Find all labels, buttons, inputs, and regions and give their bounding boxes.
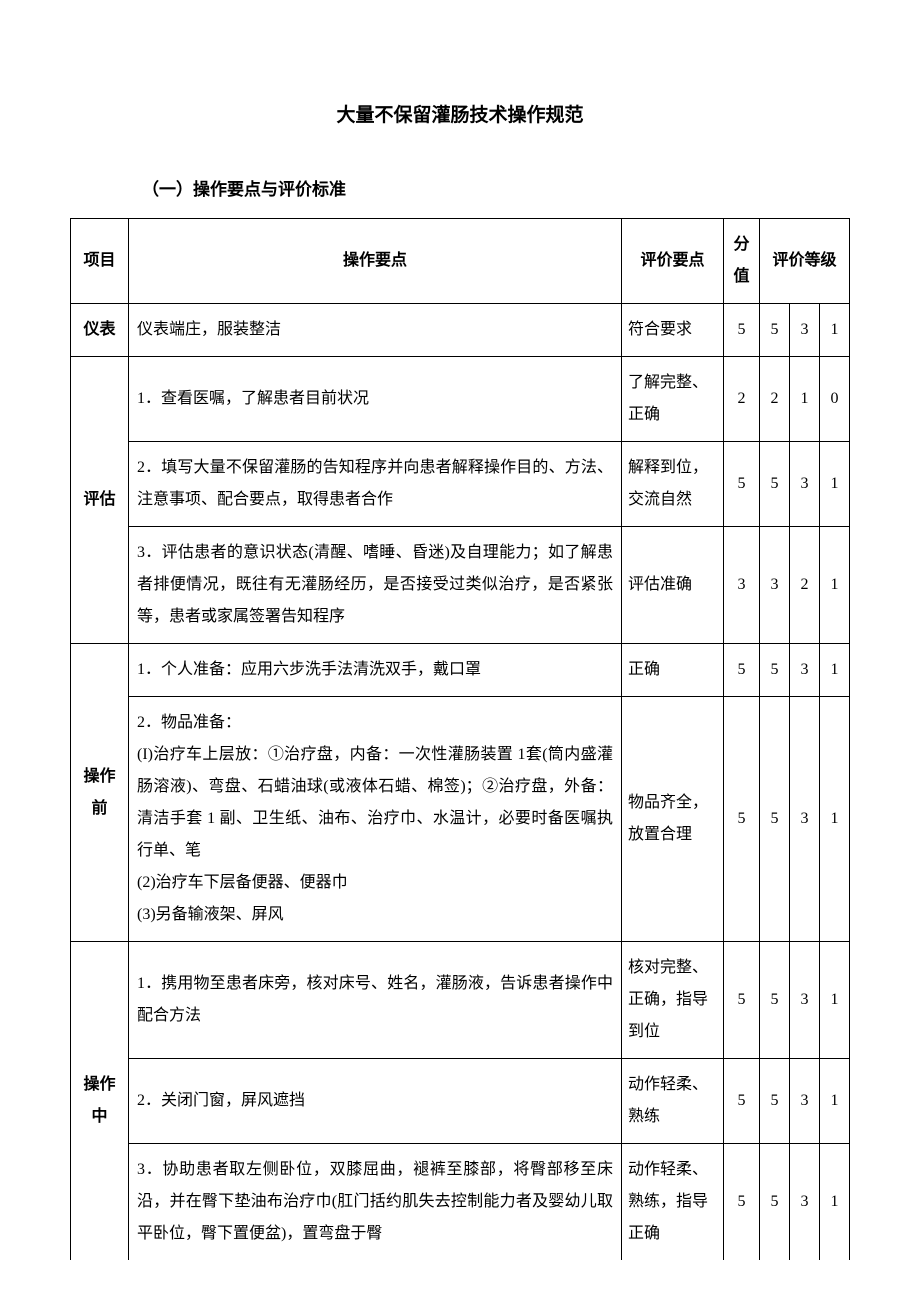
grade-cell: 1	[820, 1059, 850, 1144]
grade-cell: 2	[790, 527, 820, 644]
table-row: 3．协助患者取左侧卧位，双膝屈曲，褪裤至膝部，将臀部移至床沿，并在臀下垫油布治疗…	[71, 1144, 850, 1261]
table-row: 评估 1．查看医嘱，了解患者目前状况 了解完整、正确 2 2 1 0	[71, 357, 850, 442]
eval-cell: 了解完整、正确	[622, 357, 724, 442]
grade-cell: 3	[790, 1144, 820, 1261]
score-cell: 5	[724, 1144, 760, 1261]
header-score: 分值	[724, 219, 760, 304]
grade-cell: 5	[760, 942, 790, 1059]
operation-cell: 3．协助患者取左侧卧位，双膝屈曲，褪裤至膝部，将臀部移至床沿，并在臀下垫油布治疗…	[129, 1144, 622, 1261]
eval-cell: 动作轻柔、熟练，指导正确	[622, 1144, 724, 1261]
grade-cell: 3	[790, 697, 820, 942]
score-cell: 2	[724, 357, 760, 442]
eval-cell: 动作轻柔、熟练	[622, 1059, 724, 1144]
document-title: 大量不保留灌肠技术操作规范	[70, 100, 850, 127]
grade-cell: 1	[820, 442, 850, 527]
table-row: 操作中 1．携用物至患者床旁，核对床号、姓名，灌肠液，告诉患者操作中配合方法 核…	[71, 942, 850, 1059]
grade-cell: 5	[760, 1144, 790, 1261]
eval-cell: 正确	[622, 644, 724, 697]
eval-cell: 物品齐全，放置合理	[622, 697, 724, 942]
table-row: 2．物品准备： (I)治疗车上层放：①治疗盘，内备：一次性灌肠装置 1套(筒内盛…	[71, 697, 850, 942]
operation-cell: 仪表端庄，服装整洁	[129, 304, 622, 357]
header-eval-points: 评价要点	[622, 219, 724, 304]
grade-cell: 1	[820, 1144, 850, 1261]
score-cell: 5	[724, 1059, 760, 1144]
section-subtitle: （一）操作要点与评价标准	[142, 175, 850, 200]
header-operation-points: 操作要点	[129, 219, 622, 304]
operation-cell: 2．物品准备： (I)治疗车上层放：①治疗盘，内备：一次性灌肠装置 1套(筒内盛…	[129, 697, 622, 942]
grade-cell: 3	[790, 942, 820, 1059]
grade-cell: 0	[820, 357, 850, 442]
grade-cell: 5	[760, 697, 790, 942]
project-cell-assessment: 评估	[71, 357, 129, 644]
grade-cell: 3	[790, 442, 820, 527]
grade-cell: 1	[820, 527, 850, 644]
operation-cell: 1．携用物至患者床旁，核对床号、姓名，灌肠液，告诉患者操作中配合方法	[129, 942, 622, 1059]
project-cell-during: 操作中	[71, 942, 129, 1261]
operation-cell: 2．填写大量不保留灌肠的告知程序并向患者解释操作目的、方法、注意事项、配合要点，…	[129, 442, 622, 527]
header-project: 项目	[71, 219, 129, 304]
grade-cell: 5	[760, 442, 790, 527]
operation-cell: 1．查看医嘱，了解患者目前状况	[129, 357, 622, 442]
grade-cell: 5	[760, 644, 790, 697]
operation-cell: 1．个人准备：应用六步洗手法清洗双手，戴口罩	[129, 644, 622, 697]
grade-cell: 1	[820, 697, 850, 942]
table-row: 3．评估患者的意识状态(清醒、嗜睡、昏迷)及自理能力；如了解患者排便情况，既往有…	[71, 527, 850, 644]
table-row: 2．填写大量不保留灌肠的告知程序并向患者解释操作目的、方法、注意事项、配合要点，…	[71, 442, 850, 527]
project-cell-appearance: 仪表	[71, 304, 129, 357]
grade-cell: 2	[760, 357, 790, 442]
score-cell: 3	[724, 527, 760, 644]
operation-cell: 2．关闭门窗，屏风遮挡	[129, 1059, 622, 1144]
grade-cell: 3	[790, 1059, 820, 1144]
score-cell: 5	[724, 304, 760, 357]
grade-cell: 1	[820, 644, 850, 697]
eval-cell: 符合要求	[622, 304, 724, 357]
grade-cell: 1	[790, 357, 820, 442]
table-row: 操作前 1．个人准备：应用六步洗手法清洗双手，戴口罩 正确 5 5 3 1	[71, 644, 850, 697]
table-header-row: 项目 操作要点 评价要点 分值 评价等级	[71, 219, 850, 304]
grade-cell: 5	[760, 1059, 790, 1144]
eval-cell: 评估准确	[622, 527, 724, 644]
eval-cell: 核对完整、正确，指导到位	[622, 942, 724, 1059]
score-cell: 5	[724, 697, 760, 942]
grade-cell: 3	[790, 304, 820, 357]
eval-cell: 解释到位，交流自然	[622, 442, 724, 527]
grade-cell: 1	[820, 942, 850, 1059]
table-row: 2．关闭门窗，屏风遮挡 动作轻柔、熟练 5 5 3 1	[71, 1059, 850, 1144]
header-grade: 评价等级	[760, 219, 850, 304]
grade-cell: 1	[820, 304, 850, 357]
operation-cell: 3．评估患者的意识状态(清醒、嗜睡、昏迷)及自理能力；如了解患者排便情况，既往有…	[129, 527, 622, 644]
score-cell: 5	[724, 644, 760, 697]
table-row: 仪表 仪表端庄，服装整洁 符合要求 5 5 3 1	[71, 304, 850, 357]
score-cell: 5	[724, 942, 760, 1059]
evaluation-table: 项目 操作要点 评价要点 分值 评价等级 仪表 仪表端庄，服装整洁 符合要求 5…	[70, 218, 850, 1260]
grade-cell: 3	[760, 527, 790, 644]
grade-cell: 3	[790, 644, 820, 697]
project-cell-before: 操作前	[71, 644, 129, 942]
score-cell: 5	[724, 442, 760, 527]
grade-cell: 5	[760, 304, 790, 357]
